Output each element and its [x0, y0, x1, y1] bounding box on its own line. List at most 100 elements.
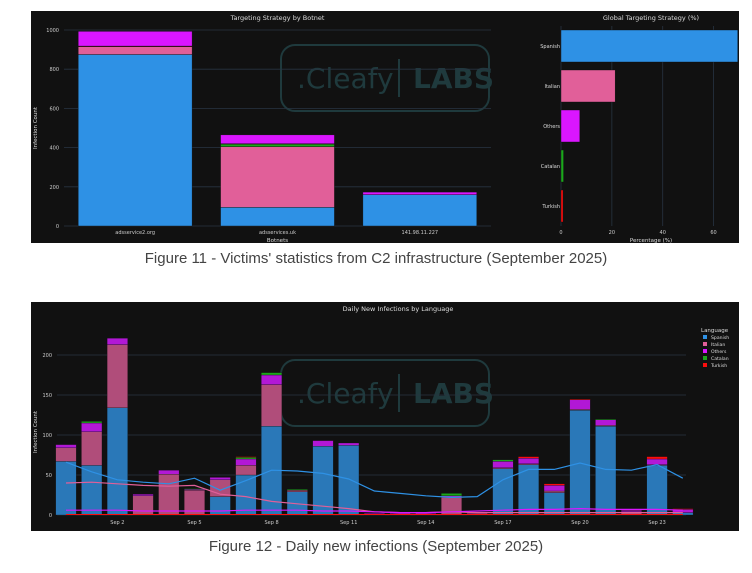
bar-segment-others — [569, 399, 591, 410]
watermark-border — [280, 44, 490, 112]
bar-segment-spanish — [543, 492, 565, 516]
watermark-labs: LABS — [413, 377, 494, 410]
legend-entry-others: Others — [711, 349, 727, 355]
legend-swatch-spanish — [703, 335, 707, 339]
daily-chart: Daily New Infections by Language 0 50 100 15… — [33, 305, 694, 526]
x-tick-label: Sep 17 — [494, 520, 511, 526]
bar-segment-spanish — [595, 426, 617, 516]
x-tick-label: Sep 23 — [648, 520, 665, 526]
daily-infections-svg: .Cleafy LABS Daily New Infections by Lang… — [33, 305, 729, 526]
bar-segment-spanish — [362, 194, 477, 227]
cleafy-labs-watermark: .Cleafy LABS — [280, 44, 494, 112]
y-tick-label: 400 — [49, 146, 59, 152]
x-tick-label: Sep 11 — [340, 520, 357, 526]
legend-entry-catalan: Catalan — [711, 356, 729, 362]
watermark-labs: LABS — [413, 62, 494, 95]
x-tick-label: adsservice2.org — [115, 230, 155, 236]
bar-segment-others — [595, 419, 617, 426]
bar-segment-turkish — [235, 456, 257, 458]
bar-segment-catalan — [286, 489, 308, 491]
bar-segment-catalan — [81, 421, 103, 424]
daily-infections-panel: .Cleafy LABS Daily New Infections by Lang… — [31, 302, 739, 531]
x-tick-label: 40 — [660, 230, 666, 236]
bar-segment-catalan — [595, 418, 617, 420]
bar-segment-italian — [235, 465, 257, 476]
chart-title: Targeting Strategy by Botnet — [230, 14, 325, 22]
bar-segment-others — [55, 444, 77, 448]
trend-line-spanish — [65, 461, 684, 499]
bar-segment-spanish — [338, 445, 360, 516]
bar-segment-spanish — [220, 207, 335, 227]
hbar-italian — [560, 69, 616, 103]
language-legend[interactable]: LanguageSpanishItalianOthersCatalanTurki… — [701, 328, 729, 369]
y-axis-label: Infection Count — [33, 106, 39, 149]
x-tick-label: Sep 2 — [110, 520, 124, 526]
chart-title: Daily New Infections by Language — [343, 305, 454, 313]
y-tick-label: Spanish — [540, 44, 560, 50]
bar-segment-others — [261, 374, 283, 385]
hbar-spanish — [560, 29, 738, 63]
x-tick-label: Sep 20 — [571, 520, 588, 526]
bar-segment-italian — [81, 431, 103, 466]
bar-segment-spanish — [106, 407, 128, 516]
y-tick-label: 0 — [56, 224, 59, 230]
hbar-turkish — [560, 189, 564, 223]
bar-segment-others — [132, 494, 154, 496]
x-tick-label: Sep 5 — [187, 520, 201, 526]
bar-segment-spanish — [55, 461, 77, 516]
bar-segment-others — [362, 191, 477, 195]
bar-segment-italian — [158, 474, 180, 516]
x-tick-label: 60 — [710, 230, 716, 236]
legend-swatch-catalan — [703, 356, 707, 360]
bar-segment-others — [312, 440, 334, 447]
bar-segment-turkish — [646, 456, 668, 460]
global-strategy-chart: Global Targeting Strategy (%) 0 20 40 60 Span… — [540, 14, 738, 244]
bar-segment-spanish — [492, 468, 514, 516]
bar-segment-others — [220, 134, 335, 144]
bar-segment-turkish — [543, 483, 565, 486]
hbar-catalan — [560, 149, 564, 183]
y-tick-label: 1000 — [46, 28, 59, 34]
y-tick-label: 600 — [49, 106, 59, 112]
y-tick-label: 200 — [49, 185, 59, 191]
bar-segment-others — [492, 461, 514, 468]
bar-segment-catalan — [235, 457, 257, 460]
y-axis-label: Infection Count — [33, 410, 39, 453]
legend-entry-italian: Italian — [711, 342, 725, 348]
chart-title: Global Targeting Strategy (%) — [603, 14, 699, 22]
y-tick-label: 150 — [42, 393, 52, 399]
bar-segment-others — [338, 442, 360, 446]
x-axis-label: Botnets — [267, 238, 288, 243]
botnet-chart: Targeting Strategy by Botnet 0 200 400 600 80… — [33, 14, 491, 244]
bar-segment-spanish — [209, 496, 231, 516]
watermark-brand: .Cleafy — [297, 377, 394, 410]
bar-segment-others — [620, 510, 642, 512]
legend-swatch-italian — [703, 342, 707, 346]
bar-segment-italian — [286, 490, 308, 492]
bar-segment-catalan — [220, 143, 335, 147]
x-tick-label: 0 — [559, 230, 562, 236]
bar-segment-spanish — [312, 446, 334, 516]
bar-segment-spanish — [646, 465, 668, 516]
trend-line-others — [66, 507, 683, 514]
bar-segment-turkish — [518, 456, 540, 459]
figure-12-caption: Figure 12 - Daily new infections (Septem… — [208, 538, 544, 555]
legend-title: Language — [701, 328, 729, 334]
targeting-charts-panel: .Cleafy LABS Targeting Strategy by Botnet… — [31, 11, 739, 244]
bar-segment-others — [209, 477, 231, 480]
figure-11-caption: Figure 11 - Victims' statistics from C2 … — [144, 250, 608, 267]
bar-segment-others — [106, 338, 128, 345]
legend-entry-spanish: Spanish — [711, 335, 729, 341]
legend-entry-turkish: Turkish — [710, 363, 727, 369]
bar-segment-italian — [106, 344, 128, 408]
bar-segment-catalan — [441, 493, 462, 496]
bar-segment-others — [81, 422, 103, 432]
x-axis-label: Percentage (%) — [630, 238, 672, 243]
bar-segment-catalan — [492, 459, 514, 462]
bar-segment-turkish — [672, 508, 694, 510]
y-tick-label: 800 — [49, 67, 59, 73]
x-tick-label: Sep 8 — [264, 520, 278, 526]
bar-segment-others — [235, 458, 257, 466]
bar-segment-catalan — [261, 372, 283, 376]
x-tick-label: Sep 14 — [417, 520, 434, 526]
